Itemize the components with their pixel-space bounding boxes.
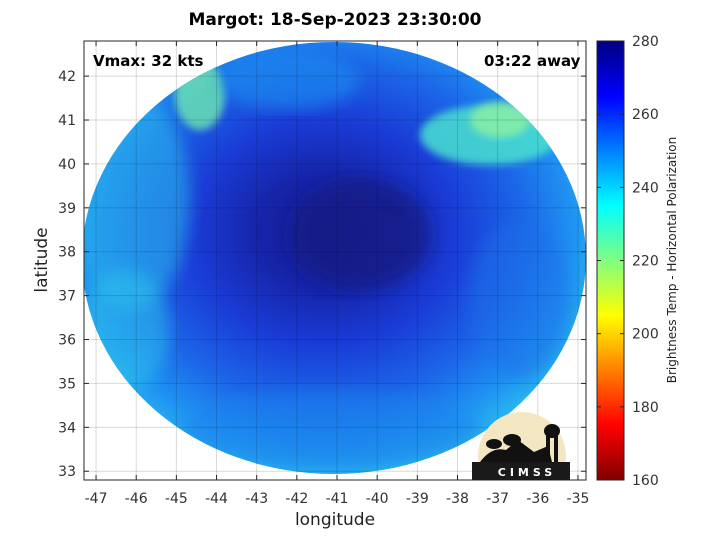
colorbar-tick-label: 200 xyxy=(632,327,659,343)
x-tick-label: -42 xyxy=(285,491,308,507)
logo-text: CIMSS xyxy=(497,466,557,479)
storm-core xyxy=(290,180,430,290)
y-tick-label: 33 xyxy=(58,464,76,480)
y-tick-label: 42 xyxy=(58,69,76,85)
x-tick-label: -44 xyxy=(205,491,228,507)
time-away-annotation: 03:22 away xyxy=(484,52,581,70)
x-axis-ticks: -47 -46 -45 -44 -43 -42 -41 -40 -39 -38 -37 -36 -35 xyxy=(85,41,590,507)
x-tick-label: -37 xyxy=(486,491,509,507)
x-tick-label: -35 xyxy=(567,491,590,507)
colorbar xyxy=(596,40,625,481)
y-tick-label: 35 xyxy=(58,376,76,392)
colorbar-tick-label: 180 xyxy=(632,400,659,416)
vmax-annotation: Vmax: 32 kts xyxy=(93,52,204,70)
y-tick-label: 37 xyxy=(58,289,76,305)
y-tick-label: 39 xyxy=(58,201,76,217)
colorbar-tick-label: 160 xyxy=(632,473,659,489)
x-tick-label: -36 xyxy=(526,491,549,507)
x-tick-label: -41 xyxy=(326,491,349,507)
x-axis-label: longitude xyxy=(294,510,376,530)
y-tick-label: 36 xyxy=(58,333,76,349)
x-tick-label: -45 xyxy=(165,491,188,507)
y-tick-label: 41 xyxy=(58,113,76,129)
y-axis-ticks: 33 34 35 36 37 38 39 40 41 42 xyxy=(58,69,586,480)
colorbar-label: Brightness Temp - Horizontal Polarizatio… xyxy=(665,136,679,384)
north-band xyxy=(220,50,360,110)
chart-title: Margot: 18-Sep-2023 23:30:00 xyxy=(188,10,482,30)
east-band xyxy=(470,220,570,380)
plot-frame xyxy=(83,40,587,481)
x-tick-label: -43 xyxy=(245,491,268,507)
colorbar-tick-label: 280 xyxy=(632,34,659,50)
x-tick-label: -39 xyxy=(406,491,429,507)
y-tick-label: 34 xyxy=(58,420,76,436)
cimss-logo xyxy=(472,412,570,480)
x-tick-label: -46 xyxy=(125,491,148,507)
colorbar-tick-label: 220 xyxy=(632,254,659,270)
logo-hill xyxy=(480,440,552,462)
logo-tower-leg xyxy=(546,436,550,462)
south-band xyxy=(180,390,480,470)
x-tick-label: -38 xyxy=(446,491,469,507)
logo-dish-1 xyxy=(486,439,502,449)
y-tick-label: 38 xyxy=(58,245,76,261)
grid-lines xyxy=(84,41,586,480)
logo-ground xyxy=(472,462,570,480)
logo-dish-2 xyxy=(503,434,521,446)
y-tick-label: 40 xyxy=(58,157,76,173)
colorbar-ticks: 160 180 200 220 240 260 280 xyxy=(597,34,659,489)
colorbar-tick-label: 260 xyxy=(632,107,659,123)
y-axis-label: latitude xyxy=(32,227,52,293)
northeast-warm-core xyxy=(470,102,530,138)
logo-water-tower xyxy=(544,424,560,438)
x-tick-label: -40 xyxy=(366,491,389,507)
logo-tower-leg xyxy=(554,436,558,462)
x-tick-label: -47 xyxy=(85,491,108,507)
colorbar-tick-label: 240 xyxy=(632,180,659,196)
